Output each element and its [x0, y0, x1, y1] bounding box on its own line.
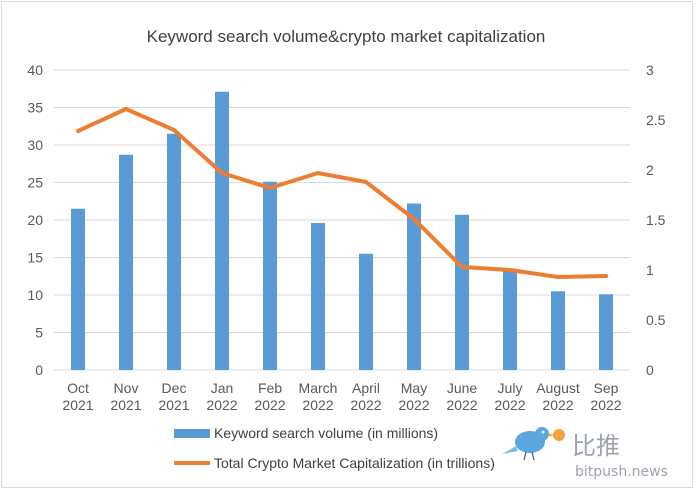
x-tick-label: March 2022 [299, 380, 338, 413]
y-right-tick-label: 0 [646, 362, 654, 378]
bar [551, 291, 565, 370]
x-tick-label: May 2022 [398, 380, 429, 413]
bar-layer [71, 91, 613, 370]
y-right-tick-label: 2.5 [646, 112, 666, 128]
left-axis: 0 5 10 15 20 25 30 35 40 [27, 62, 43, 378]
x-tick-label: Oct 2021 [62, 380, 93, 413]
bar [407, 203, 421, 370]
legend: Keyword search volume (in millions) Tota… [174, 425, 495, 471]
right-axis: 0 0.5 1 1.5 2 2.5 3 [646, 62, 666, 378]
legend-swatch-bars [174, 429, 210, 438]
x-tick-label: Nov 2021 [110, 380, 141, 413]
y-right-tick-label: 1 [646, 262, 654, 278]
y-left-tick-label: 15 [27, 250, 43, 266]
x-tick-label: Feb 2022 [254, 380, 285, 413]
y-right-tick-label: 1.5 [646, 212, 666, 228]
chart-title: Keyword search volume&crypto market capi… [147, 27, 546, 46]
y-left-tick-label: 30 [27, 137, 43, 153]
x-tick-label: Dec 2021 [158, 380, 189, 413]
x-tick-label: August 2022 [536, 380, 580, 413]
y-left-tick-label: 5 [35, 325, 43, 341]
bar [359, 253, 373, 370]
y-left-tick-label: 10 [27, 287, 43, 303]
x-tick-label: July 2022 [494, 380, 525, 413]
y-right-tick-label: 2 [646, 162, 654, 178]
bar [455, 214, 469, 370]
bar [167, 133, 181, 370]
grid-layer [54, 69, 630, 371]
bar [119, 154, 133, 370]
y-left-tick-label: 0 [35, 362, 43, 378]
watermark-url-text: bitpush.news [575, 464, 668, 480]
watermark-cn-text: 比推 [572, 432, 620, 460]
x-tick-label: April 2022 [350, 380, 381, 413]
bar [311, 223, 325, 370]
line-layer [76, 107, 608, 279]
bar [503, 268, 517, 370]
coin-icon [553, 429, 565, 441]
y-left-tick-label: 25 [27, 175, 43, 191]
y-right-tick-label: 0.5 [646, 312, 666, 328]
x-tick-label: Jan 2022 [206, 380, 237, 413]
chart-frame: Keyword search volume&crypto market capi… [1, 1, 693, 488]
y-left-tick-label: 20 [27, 212, 43, 228]
y-left-tick-label: 35 [27, 100, 43, 116]
bar [215, 91, 229, 370]
bar [263, 181, 277, 370]
watermark: 比推 bitpush.news [502, 427, 668, 480]
y-right-tick-label: 3 [646, 62, 654, 78]
bar [599, 294, 613, 370]
legend-label-line: Total Crypto Market Capitalization (in t… [214, 455, 495, 471]
bird-logo-icon [502, 427, 565, 461]
x-tick-label: Sep 2022 [590, 380, 621, 413]
chart-svg: Keyword search volume&crypto market capi… [27, 27, 668, 480]
x-axis: Oct 2021 Nov 2021 Dec 2021 Jan 2022 Feb 2022 March… [62, 380, 621, 413]
y-left-tick-label: 40 [27, 62, 43, 78]
legend-label-bars: Keyword search volume (in millions) [214, 425, 438, 441]
x-tick-label: June 2022 [446, 380, 477, 413]
market-cap-line [76, 107, 608, 279]
bar [71, 208, 85, 370]
